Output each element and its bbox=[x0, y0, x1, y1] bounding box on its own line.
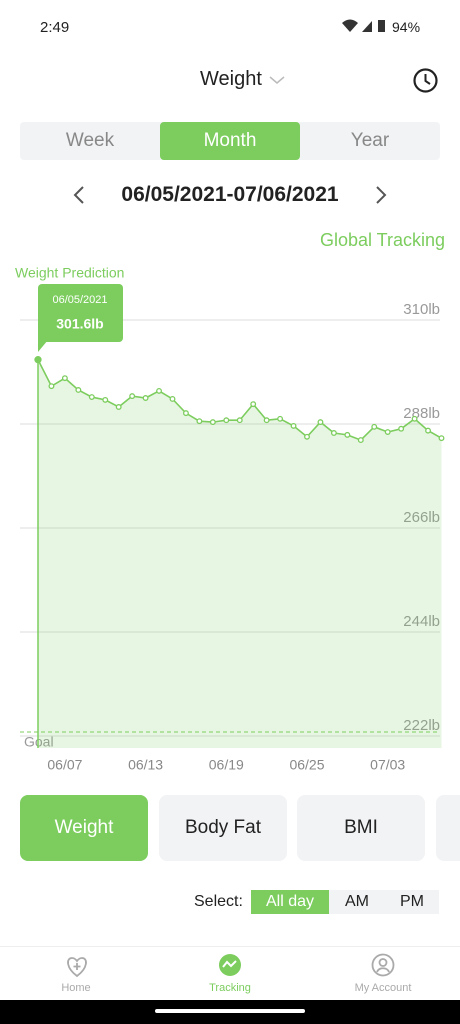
dropdown-icon[interactable] bbox=[268, 74, 286, 86]
area bbox=[38, 359, 442, 748]
y-tick-label: 266lb bbox=[403, 509, 440, 526]
point bbox=[425, 427, 431, 434]
global-tracking[interactable]: Global Tracking bbox=[319, 230, 445, 250]
history-icon[interactable] bbox=[412, 67, 439, 94]
nav-tracking[interactable]: Tracking bbox=[209, 982, 251, 994]
home-icon[interactable] bbox=[64, 953, 90, 979]
tracking-icon[interactable] bbox=[218, 953, 242, 977]
nav-account[interactable]: My Account bbox=[354, 982, 412, 994]
point bbox=[88, 394, 95, 401]
x-tick-label: 06/25 bbox=[289, 757, 324, 773]
tab-month[interactable]: Month bbox=[160, 122, 300, 160]
point bbox=[317, 419, 324, 426]
select-label: Select: bbox=[194, 893, 243, 910]
system-bar bbox=[0, 1000, 460, 1024]
metric-weight[interactable]: Weight bbox=[20, 795, 148, 861]
x-tick-label: 07/03 bbox=[370, 757, 405, 773]
point bbox=[371, 423, 378, 430]
divider bbox=[0, 946, 460, 947]
tooltip-value: 301.6lb bbox=[56, 316, 103, 332]
metric-more[interactable] bbox=[436, 795, 460, 861]
point bbox=[196, 418, 203, 425]
point bbox=[182, 410, 189, 417]
point bbox=[223, 417, 230, 424]
date-range: 06/05/2021-07/06/2021 bbox=[121, 183, 339, 206]
opt-all-day[interactable]: All day bbox=[251, 890, 329, 914]
tab-year[interactable]: Year bbox=[350, 130, 390, 151]
point bbox=[102, 396, 109, 403]
page-title[interactable]: Weight bbox=[200, 68, 262, 90]
point bbox=[344, 431, 351, 438]
prev-arrow[interactable] bbox=[70, 184, 90, 206]
y-tick-label: 244lb bbox=[403, 613, 440, 630]
nav-home[interactable]: Home bbox=[61, 982, 91, 994]
point bbox=[209, 419, 216, 426]
point bbox=[277, 415, 284, 422]
point bbox=[129, 393, 136, 400]
point bbox=[169, 395, 176, 402]
next-arrow[interactable] bbox=[370, 184, 390, 206]
y-tick-label: 288lb bbox=[403, 405, 440, 422]
tab-week[interactable]: Week bbox=[65, 130, 115, 151]
point bbox=[115, 404, 122, 410]
tooltip bbox=[38, 284, 123, 342]
account-icon[interactable] bbox=[371, 953, 395, 977]
y-tick-label: 222lb bbox=[403, 717, 440, 734]
point bbox=[236, 417, 243, 424]
point bbox=[411, 415, 418, 422]
point bbox=[304, 433, 310, 440]
time: 2:49 bbox=[40, 19, 70, 36]
tooltip-tail bbox=[38, 336, 48, 352]
point bbox=[398, 425, 405, 432]
opt-pm[interactable]: PM bbox=[400, 893, 424, 910]
point bbox=[384, 429, 391, 435]
status-icons bbox=[342, 19, 385, 32]
point bbox=[75, 387, 82, 393]
metric-body-fat[interactable]: Body Fat bbox=[159, 795, 287, 861]
point bbox=[61, 375, 68, 382]
metric-bmi[interactable]: BMI bbox=[297, 795, 425, 861]
tooltip-date: 06/05/2021 bbox=[52, 294, 107, 306]
x-tick-label: 06/19 bbox=[209, 757, 244, 773]
point bbox=[357, 437, 364, 444]
x-tick-label: 06/07 bbox=[47, 757, 82, 773]
point bbox=[142, 395, 149, 401]
chart: Weight Prediction 222lb 244lb 266lb 288lb 31… bbox=[15, 265, 445, 773]
goal-label: Goal bbox=[24, 734, 54, 750]
point bbox=[438, 435, 445, 442]
point bbox=[330, 430, 337, 436]
battery: 94% bbox=[392, 19, 421, 35]
y-tick-label: 310lb bbox=[403, 301, 440, 318]
chart-title: Weight Prediction bbox=[15, 265, 124, 281]
point bbox=[263, 417, 270, 424]
point bbox=[48, 383, 55, 390]
point bbox=[290, 422, 297, 429]
opt-am[interactable]: AM bbox=[345, 893, 369, 910]
point bbox=[250, 401, 257, 408]
point bbox=[156, 387, 162, 394]
x-tick-label: 06/13 bbox=[128, 757, 163, 773]
